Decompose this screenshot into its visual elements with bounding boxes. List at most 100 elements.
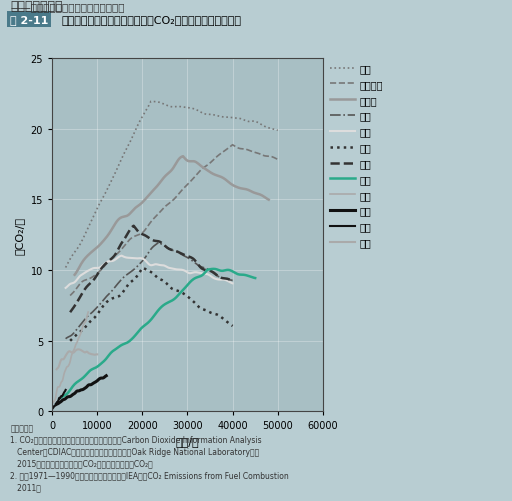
美国 bbox=[119, 155, 125, 161]
巴西 bbox=[67, 394, 73, 400]
Legend: 美国, 澳大利亚, 加拿大, 欧盟, 英国, 法国, 德国, 日本, 中国, 巴西, 印度, 南非: 美国, 澳大利亚, 加拿大, 欧盟, 英国, 法国, 德国, 日本, 中国, 巴… bbox=[330, 64, 383, 247]
Line: 澳大利亚: 澳大利亚 bbox=[70, 145, 278, 296]
英国 bbox=[62, 286, 69, 292]
Line: 法国: 法国 bbox=[70, 268, 232, 341]
Line: 加拿大: 加拿大 bbox=[75, 157, 269, 275]
澳大利亚 bbox=[110, 255, 116, 261]
英国 bbox=[225, 279, 231, 285]
法国 bbox=[140, 265, 146, 271]
美国 bbox=[258, 122, 264, 128]
澳大利亚 bbox=[269, 154, 275, 160]
欧盟 bbox=[126, 271, 132, 277]
美国 bbox=[62, 265, 69, 271]
加拿大 bbox=[180, 154, 186, 160]
澳大利亚 bbox=[229, 142, 236, 148]
加拿大 bbox=[75, 267, 81, 273]
Line: 中国: 中国 bbox=[53, 313, 88, 403]
日本 bbox=[252, 276, 258, 282]
中国 bbox=[57, 382, 63, 388]
印度 bbox=[58, 393, 64, 399]
法国 bbox=[86, 320, 92, 326]
法国 bbox=[212, 312, 219, 318]
英国 bbox=[212, 276, 218, 282]
美国 bbox=[148, 99, 154, 105]
南非 bbox=[93, 352, 99, 358]
英国 bbox=[66, 283, 72, 289]
澳大利亚 bbox=[92, 273, 98, 279]
英国 bbox=[82, 270, 88, 276]
加拿大 bbox=[245, 187, 251, 193]
巴西 bbox=[101, 374, 108, 380]
欧盟 bbox=[156, 240, 162, 246]
日本 bbox=[243, 273, 249, 279]
巴西 bbox=[81, 386, 87, 392]
日本 bbox=[210, 267, 216, 273]
欧盟 bbox=[97, 301, 103, 307]
美国 bbox=[71, 250, 77, 257]
日本 bbox=[237, 272, 243, 278]
法国 bbox=[229, 323, 236, 329]
澳大利亚 bbox=[274, 157, 281, 163]
德国 bbox=[67, 310, 73, 316]
日本 bbox=[58, 395, 64, 401]
日本 bbox=[94, 364, 100, 370]
巴西 bbox=[103, 373, 109, 379]
德国 bbox=[129, 225, 135, 231]
印度 bbox=[50, 405, 56, 411]
加拿大 bbox=[266, 197, 272, 203]
英国 bbox=[127, 256, 133, 262]
印度 bbox=[61, 390, 67, 396]
巴西 bbox=[64, 394, 70, 400]
Y-axis label: 吨CO₂/人: 吨CO₂/人 bbox=[15, 216, 25, 254]
欧盟 bbox=[82, 316, 88, 322]
中国 bbox=[50, 400, 56, 406]
印度 bbox=[57, 394, 63, 400]
德国 bbox=[86, 282, 92, 288]
日本 bbox=[66, 389, 72, 395]
法国 bbox=[129, 279, 135, 285]
德国 bbox=[229, 279, 236, 285]
中国 bbox=[74, 339, 80, 345]
加拿大 bbox=[260, 194, 266, 200]
中国 bbox=[70, 350, 76, 356]
德国 bbox=[225, 277, 231, 283]
欧盟 bbox=[62, 336, 69, 342]
日本 bbox=[70, 384, 76, 390]
中国 bbox=[59, 378, 66, 384]
南非 bbox=[75, 347, 81, 353]
南非 bbox=[91, 352, 97, 358]
加拿大 bbox=[112, 222, 118, 228]
德国 bbox=[101, 263, 107, 269]
南非 bbox=[63, 352, 69, 358]
欧盟 bbox=[225, 278, 231, 284]
Line: 美国: 美国 bbox=[66, 102, 278, 268]
德国 bbox=[70, 306, 76, 312]
南非 bbox=[54, 367, 60, 373]
Line: 南非: 南非 bbox=[57, 350, 97, 370]
澳大利亚 bbox=[252, 150, 259, 156]
Text: 图 2-11: 图 2-11 bbox=[10, 15, 49, 25]
中国 bbox=[85, 310, 91, 316]
美国 bbox=[102, 191, 108, 197]
欧盟 bbox=[229, 278, 236, 284]
澳大利亚 bbox=[71, 290, 77, 296]
Line: 欧盟: 欧盟 bbox=[66, 243, 232, 339]
美国 bbox=[274, 128, 281, 134]
日本 bbox=[110, 348, 116, 354]
英国 bbox=[97, 265, 103, 271]
Line: 印度: 印度 bbox=[53, 390, 66, 408]
英国 bbox=[229, 281, 236, 287]
德国 bbox=[131, 223, 137, 229]
印度 bbox=[55, 397, 61, 403]
印度 bbox=[58, 394, 65, 400]
法国 bbox=[70, 336, 76, 342]
巴西 bbox=[93, 379, 99, 385]
法国 bbox=[101, 303, 107, 309]
Line: 英国: 英国 bbox=[66, 256, 232, 289]
美国 bbox=[265, 125, 271, 131]
Line: 巴西: 巴西 bbox=[57, 376, 106, 404]
X-axis label: 美元/人: 美元/人 bbox=[176, 436, 199, 446]
Text: 论全球气候治理: 论全球气候治理 bbox=[10, 0, 63, 13]
巴西 bbox=[88, 382, 94, 388]
美国 bbox=[75, 244, 81, 250]
